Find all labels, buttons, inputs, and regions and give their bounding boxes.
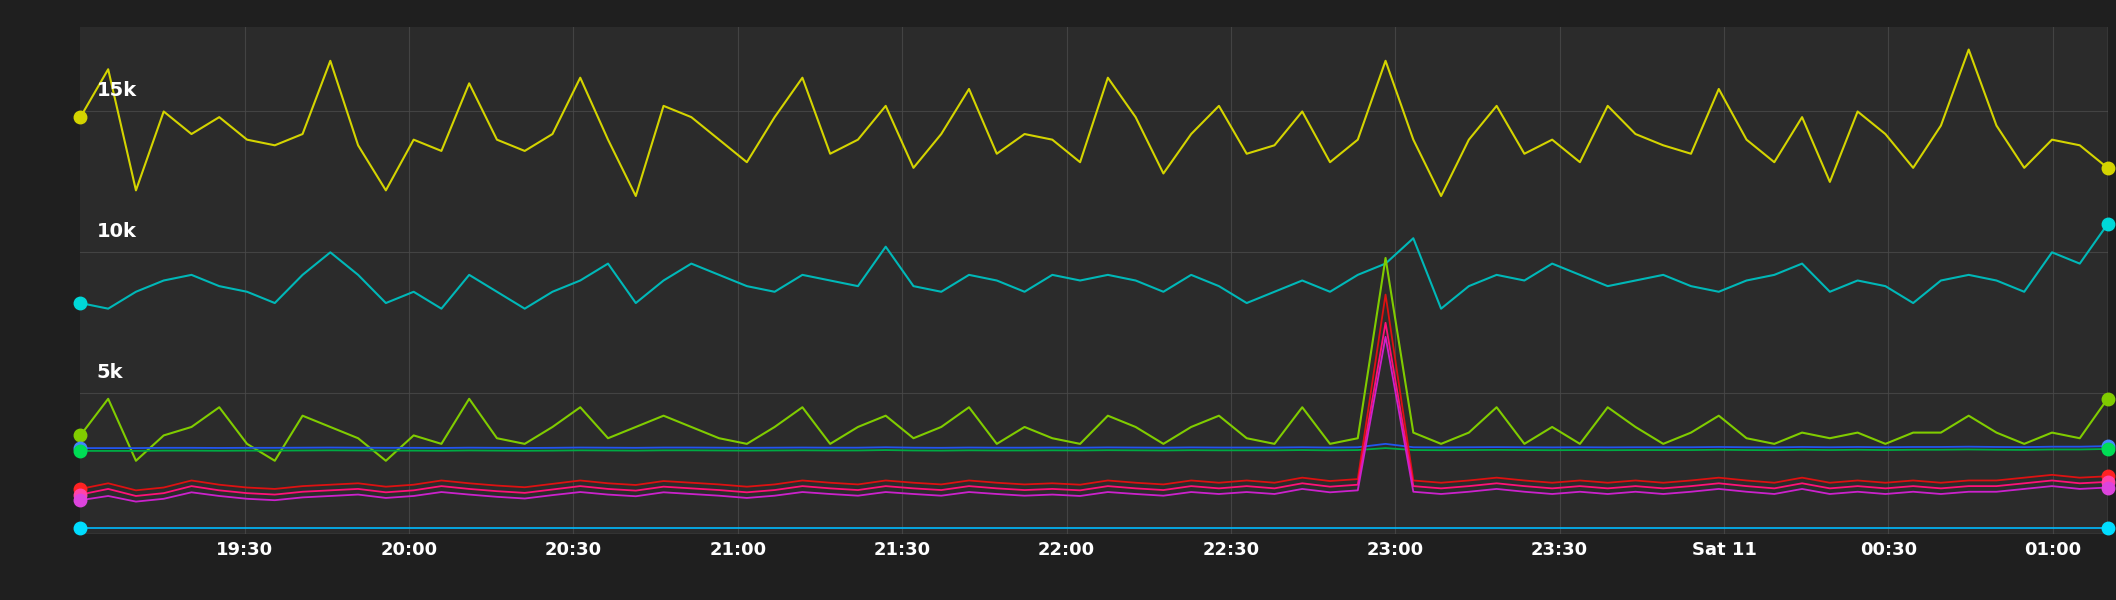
Text: 5k: 5k	[97, 363, 123, 382]
Text: 10k: 10k	[97, 222, 138, 241]
Text: 15k: 15k	[97, 81, 138, 100]
